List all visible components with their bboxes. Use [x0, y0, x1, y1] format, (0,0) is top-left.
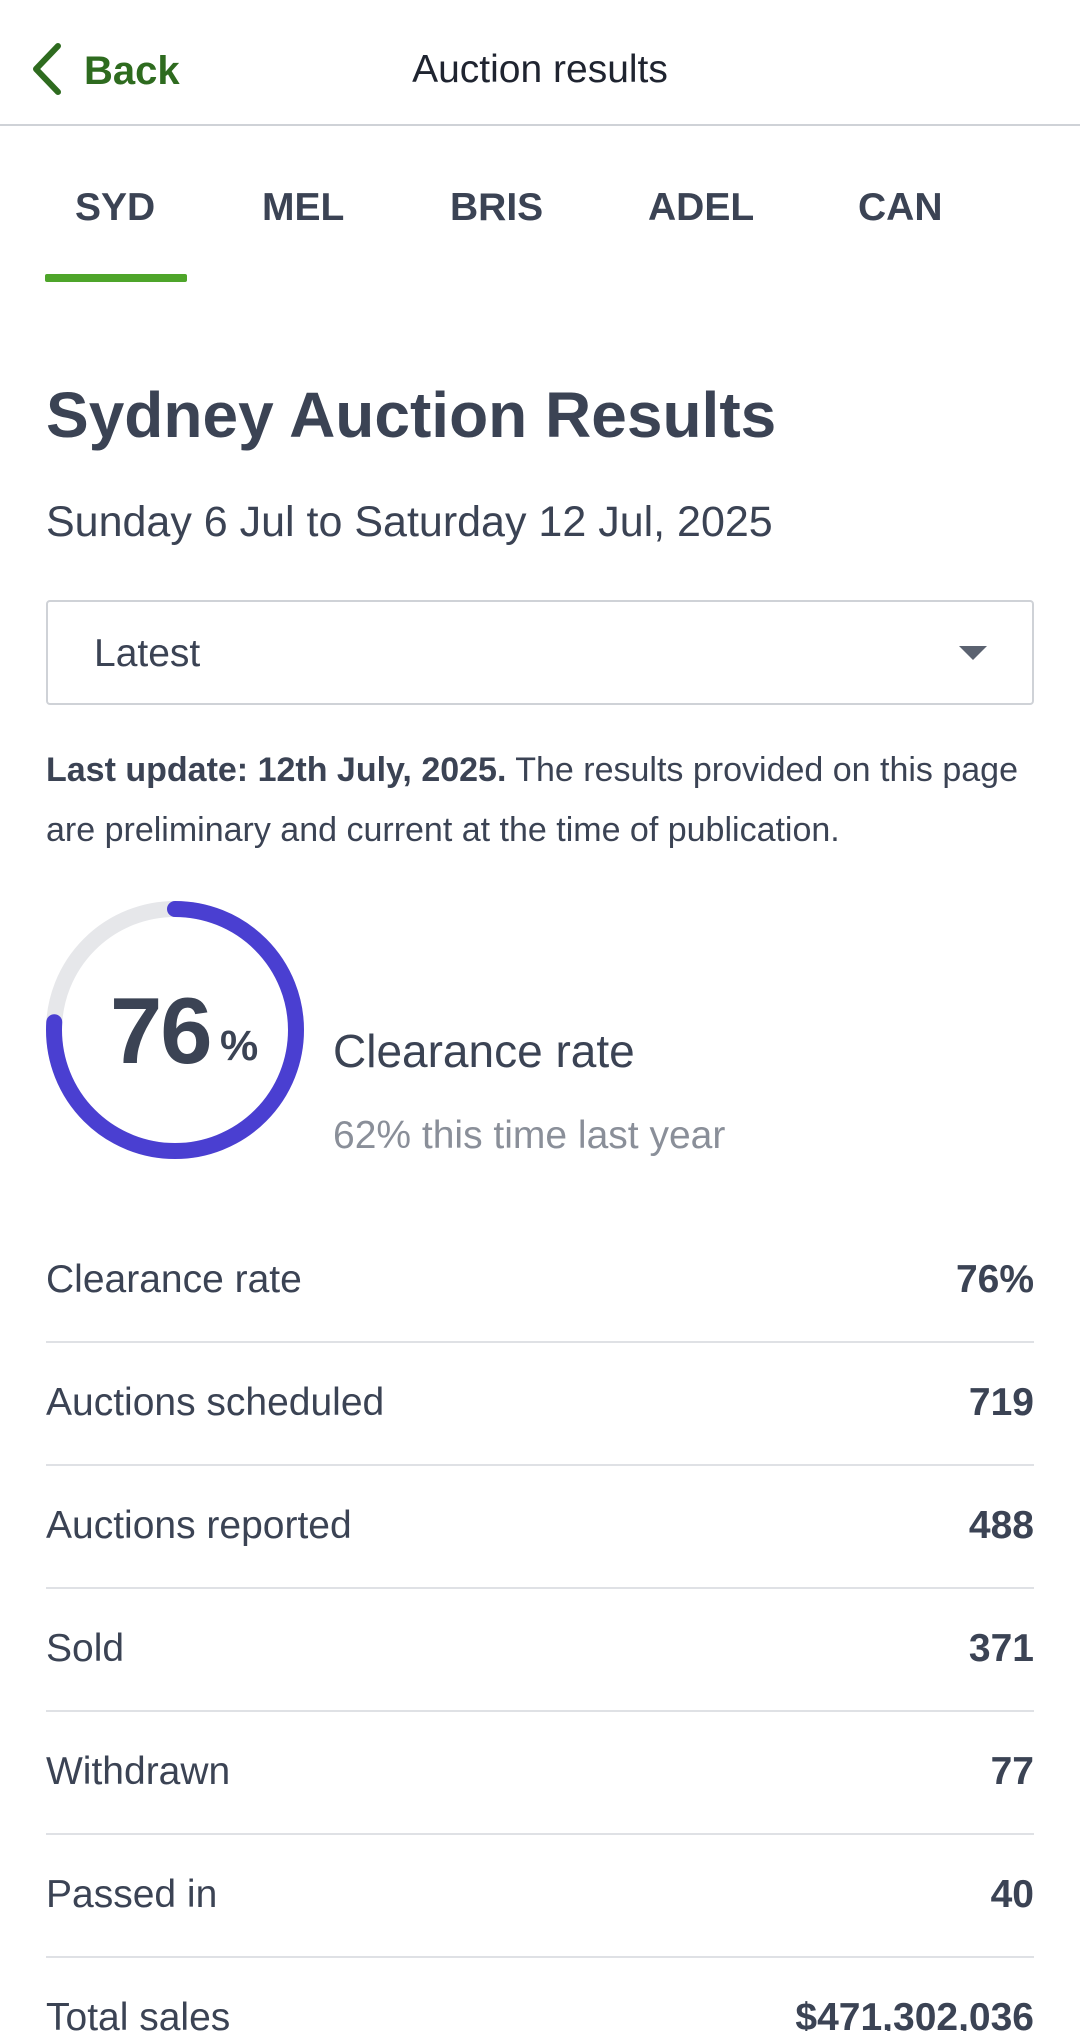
- tab-syd[interactable]: SYD: [75, 186, 156, 229]
- tab-can[interactable]: CAN: [858, 186, 943, 229]
- date-range: Sunday 6 Jul to Saturday 12 Jul, 2025: [46, 498, 773, 546]
- stat-label: Withdrawn: [46, 1750, 231, 1793]
- stat-row: Sold 371: [46, 1589, 1034, 1712]
- stat-label: Auctions scheduled: [46, 1381, 385, 1424]
- stat-row: Clearance rate 76%: [46, 1220, 1034, 1343]
- page-title: Sydney Auction Results: [46, 379, 777, 451]
- stat-row: Auctions scheduled 719: [46, 1343, 1034, 1466]
- stat-row: Passed in 40: [46, 1835, 1034, 1958]
- stats-table: Clearance rate 76% Auctions scheduled 71…: [46, 1220, 1034, 2031]
- gauge-progress-arc: [46, 901, 304, 1159]
- gauge-comparison: 62% this time last year: [333, 1114, 726, 1157]
- tab-bris[interactable]: BRIS: [450, 186, 544, 229]
- stat-value: 77: [990, 1750, 1034, 1793]
- stat-value: $471,302,036: [795, 1996, 1034, 2031]
- stat-value: 76%: [955, 1258, 1034, 1301]
- back-label: Back: [84, 48, 180, 93]
- gauge-value: 76: [110, 978, 213, 1083]
- gauge-title: Clearance rate: [333, 1025, 635, 1077]
- top-nav-bar: Back Auction results: [0, 0, 1080, 126]
- stat-label: Sold: [46, 1627, 125, 1670]
- stat-label: Passed in: [46, 1873, 218, 1916]
- stat-row: Auctions reported 488: [46, 1466, 1034, 1589]
- chevron-left-icon: [30, 42, 64, 101]
- update-note: Last update: 12th July, 2025. The result…: [46, 740, 1041, 860]
- active-tab-indicator: [45, 274, 187, 282]
- period-select[interactable]: Latest: [46, 600, 1034, 705]
- clearance-rate-gauge: 76 %: [44, 899, 306, 1161]
- stat-row: Total sales $471,302,036: [46, 1958, 1034, 2031]
- period-select-value: Latest: [94, 632, 201, 675]
- back-button[interactable]: Back: [30, 40, 180, 102]
- update-note-text: The results provided on this page are pr…: [46, 751, 1018, 849]
- stat-value: 719: [968, 1381, 1034, 1424]
- stat-label: Total sales: [46, 1996, 231, 2031]
- gauge-unit: %: [220, 1022, 259, 1070]
- stat-row: Withdrawn 77: [46, 1712, 1034, 1835]
- stat-value: 371: [968, 1627, 1034, 1670]
- stat-label: Clearance rate: [46, 1258, 302, 1301]
- stat-value: 488: [968, 1504, 1034, 1547]
- stat-value: 40: [990, 1873, 1034, 1916]
- tab-adel[interactable]: ADEL: [648, 186, 755, 229]
- stat-label: Auctions reported: [46, 1504, 352, 1547]
- nav-title: Auction results: [412, 48, 668, 91]
- caret-down-icon: [959, 646, 987, 660]
- update-note-date: Last update: 12th July, 2025.: [46, 751, 507, 789]
- tab-mel[interactable]: MEL: [262, 186, 345, 229]
- city-tabs: SYD MEL BRIS ADEL CAN: [0, 126, 1080, 286]
